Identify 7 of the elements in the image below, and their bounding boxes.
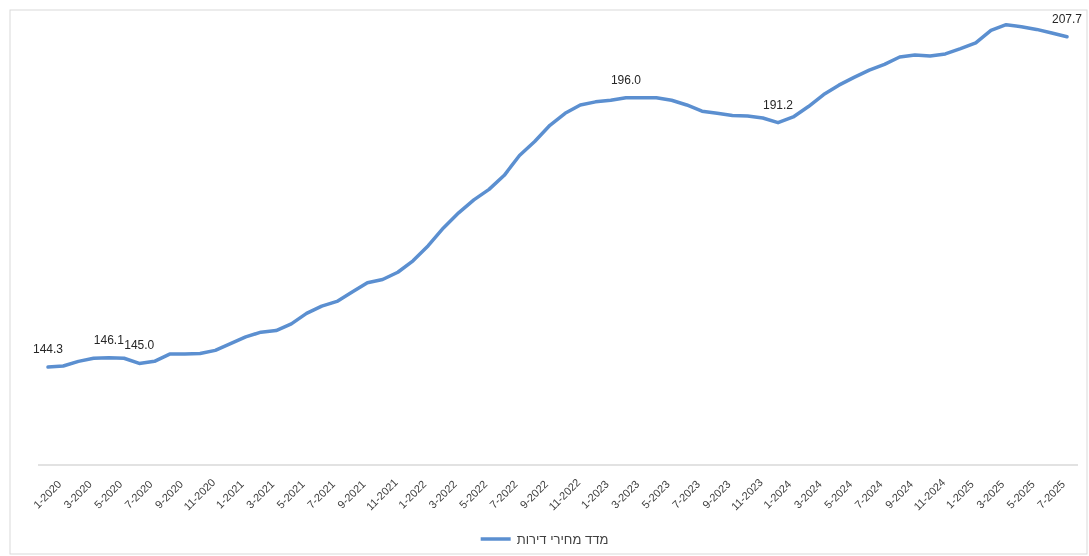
data-label: 146.1: [93, 332, 125, 347]
data-label: 196.0: [610, 72, 642, 87]
data-label: 191.2: [763, 97, 794, 112]
data-label: 207.7: [1051, 11, 1083, 26]
data-label: 145.0: [124, 338, 155, 353]
data-label: 144.3: [32, 342, 64, 357]
legend-label: מדד מחירי דירות: [516, 532, 609, 547]
